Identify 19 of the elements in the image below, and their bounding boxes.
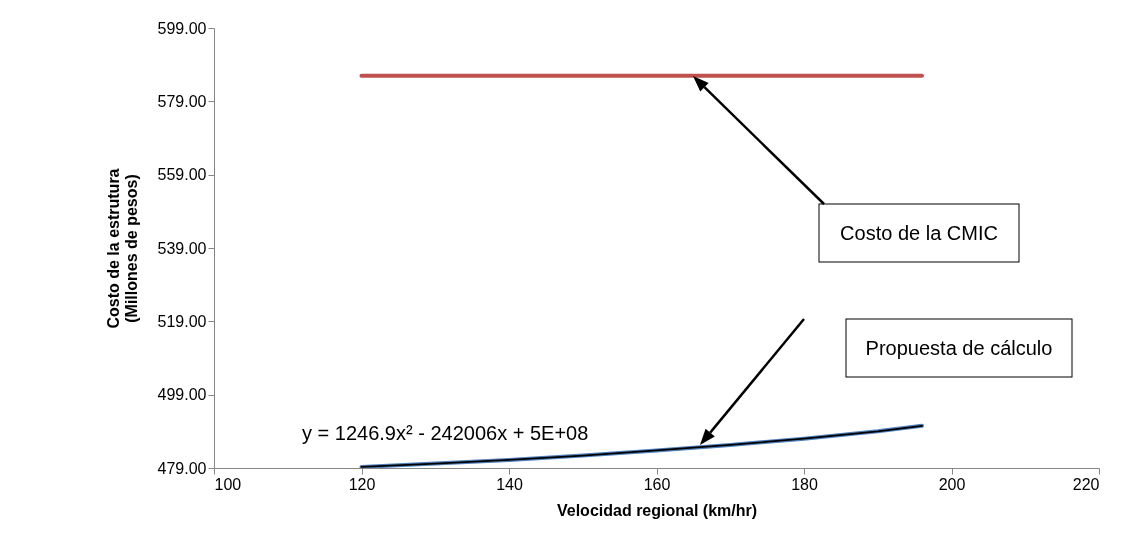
x-tick-label: 120	[348, 475, 376, 493]
y-axis-title: Costo de la estrutura (Millones de pesos)	[104, 168, 140, 329]
y-tick-label: 519.00	[157, 312, 207, 330]
x-tick-label: 220	[1072, 475, 1100, 493]
y-tick-label: 539.00	[157, 239, 207, 257]
x-tick-label: 200	[938, 475, 966, 493]
annotation: Propuesta de cálculo	[865, 337, 1053, 359]
x-tick-label: 180	[791, 475, 818, 493]
y-tick-label: 479.00	[157, 459, 207, 477]
x-tick-label: 160	[643, 475, 671, 493]
y-tick-label: 499.00	[157, 386, 207, 404]
x-tick-label: 100	[214, 475, 242, 493]
x-axis-title: Velocidad regional (km/hr)	[556, 501, 758, 519]
y-tick-label: 599.00	[157, 19, 207, 37]
x-tick-label: 140	[496, 475, 523, 493]
annotation: Costo de la CMIC	[840, 222, 998, 244]
y-tick-label: 579.00	[157, 92, 207, 110]
annotation: y = 1246.9x² - 242006x + 5E+08	[302, 422, 589, 444]
y-tick-label: 559.00	[157, 166, 207, 184]
